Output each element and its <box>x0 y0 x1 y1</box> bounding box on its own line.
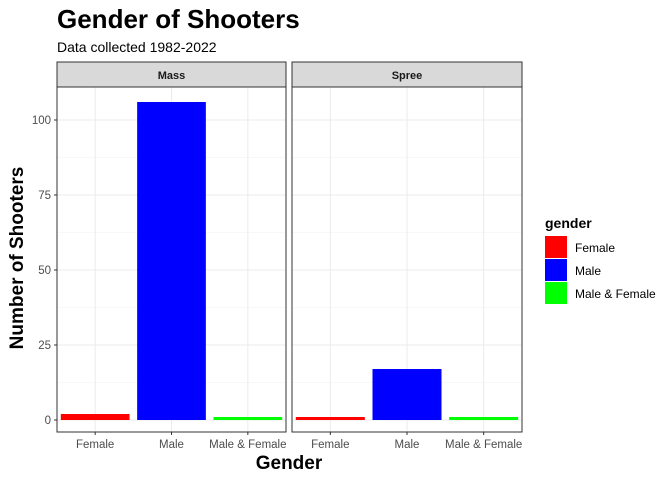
y-tick-label: 0 <box>45 415 51 427</box>
bar-male <box>137 102 206 420</box>
legend-key <box>545 236 567 258</box>
legend-label: Male & Female <box>575 287 656 301</box>
y-axis: 0 25 50 75 100 <box>32 115 57 427</box>
facet-strip <box>56 61 287 88</box>
facet-strip-label: Spree <box>392 70 423 82</box>
facet-panel-0: Mass Female Male Male & Female <box>56 61 287 451</box>
y-axis-title: Number of Shooters <box>7 167 28 350</box>
chart-title: Gender of Shooters <box>57 4 300 34</box>
bar-male <box>372 369 442 420</box>
x-axis-title: Gender <box>256 453 323 474</box>
legend-label: Male <box>575 264 601 278</box>
legend-label: Female <box>575 241 615 255</box>
legend-title: gender <box>545 215 592 231</box>
bar-female <box>60 414 130 420</box>
facet-panel-1: Spree Female Male Male & Female <box>291 61 523 451</box>
y-tick-label: 100 <box>32 115 51 127</box>
x-tick-label: Male & Female <box>445 439 522 451</box>
x-tick-label: Female <box>76 439 114 451</box>
x-tick-label: Male <box>159 439 184 451</box>
x-tick-label: Male <box>395 439 420 451</box>
bar-male-female <box>449 417 519 420</box>
y-tick-label: 50 <box>38 265 51 277</box>
y-tick-label: 75 <box>38 190 51 202</box>
panel-border <box>56 86 287 433</box>
facet-strip <box>291 61 523 88</box>
bar-male-female <box>213 417 283 420</box>
legend-key <box>545 259 567 281</box>
legend: gender Female Male Male & Female <box>545 215 656 304</box>
chart-subtitle: Data collected 1982-2022 <box>57 39 217 55</box>
y-tick-label: 25 <box>38 340 51 352</box>
legend-key <box>545 282 567 304</box>
panel-border <box>291 86 523 433</box>
x-tick-label: Female <box>311 439 349 451</box>
x-tick-label: Male & Female <box>209 439 286 451</box>
bar-female <box>295 417 365 420</box>
facet-strip-label: Mass <box>158 70 186 82</box>
